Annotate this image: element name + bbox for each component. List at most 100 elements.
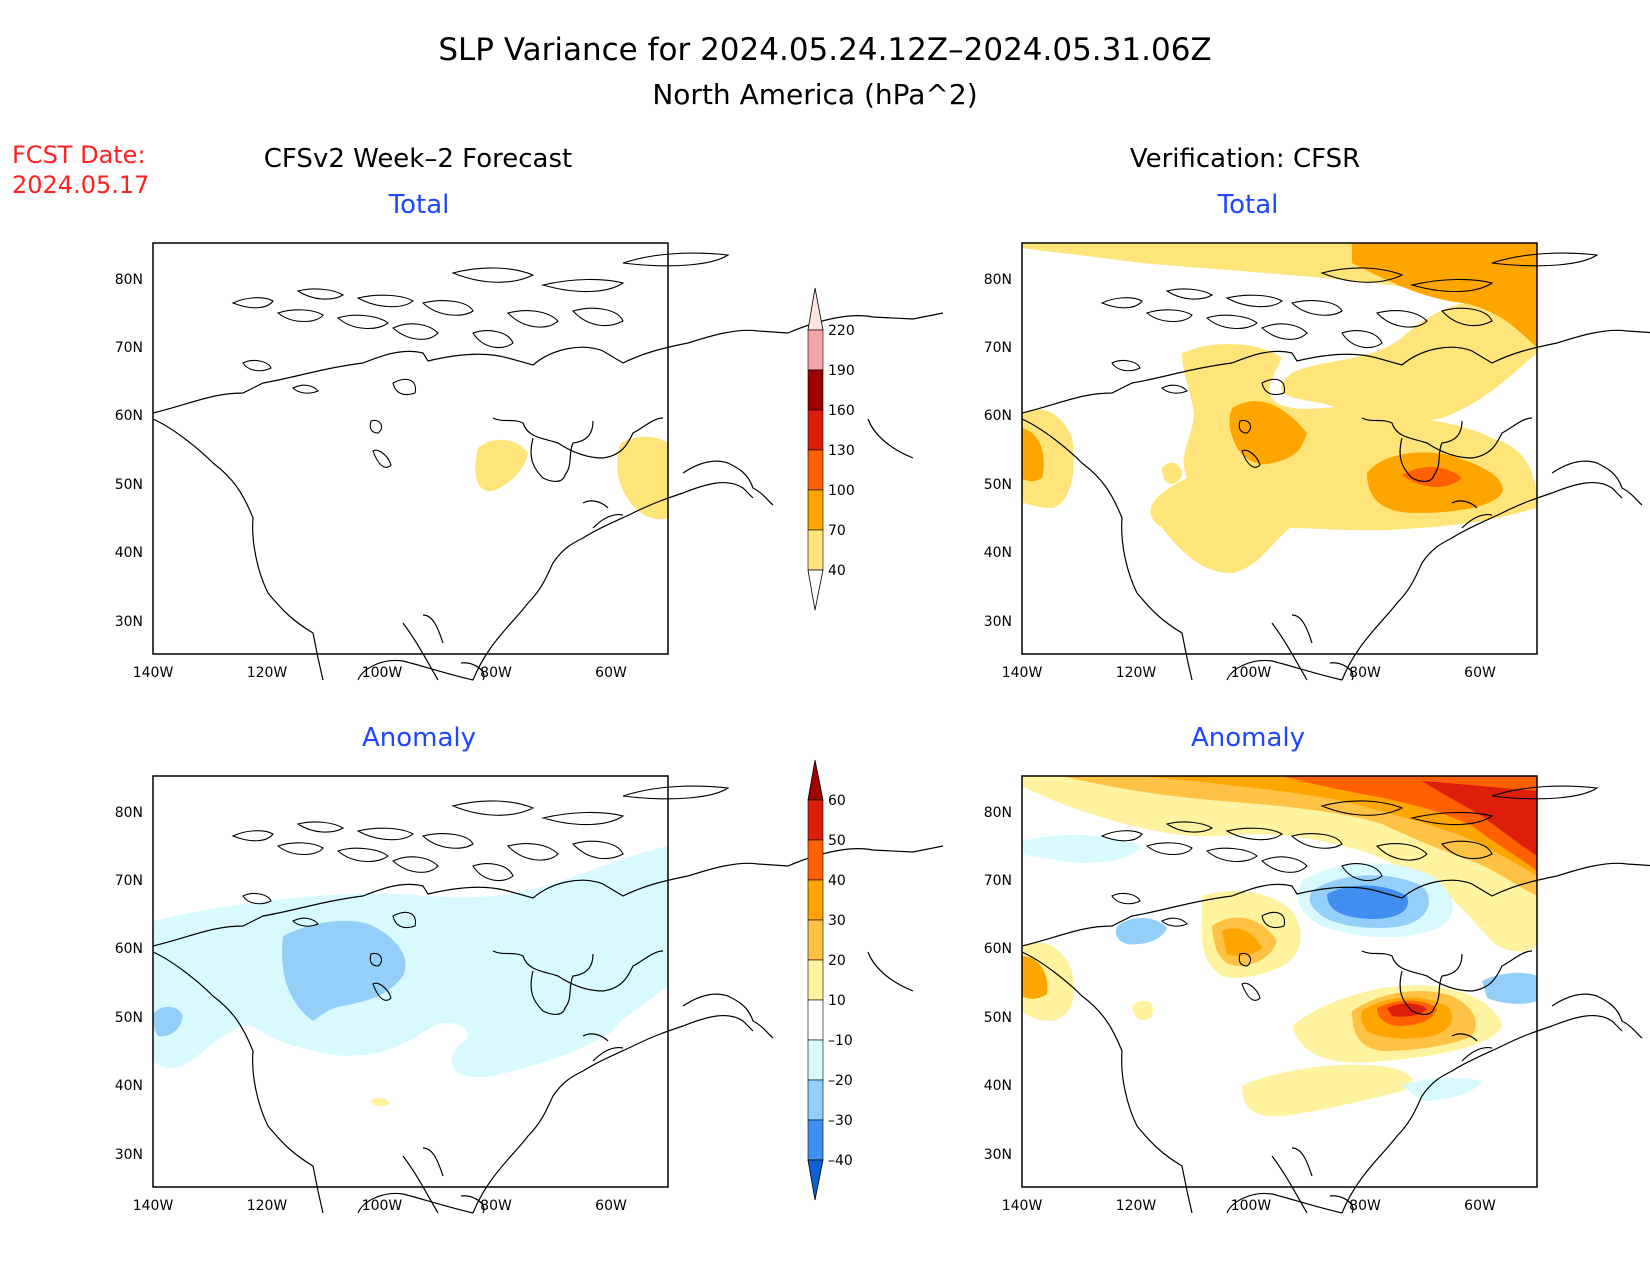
lat-label: 50N: [115, 1010, 143, 1026]
colorbar-total-segment: [807, 369, 824, 411]
shade-verification-anomaly-south-yellow: [1242, 1064, 1413, 1117]
shade-verification-total-mid-orange: [1229, 401, 1307, 465]
colorbar-total-label: 220: [828, 323, 855, 339]
colorbar-total-bottom-triangle: [807, 569, 824, 611]
colorbar-total-label: 40: [828, 563, 846, 579]
shade-verification-anomaly-wcan-sky: [1115, 917, 1167, 945]
lat-label: 30N: [115, 614, 143, 630]
shade-verification-total-west: [1022, 409, 1074, 508]
colorbar-total-label: 160: [828, 403, 855, 419]
lon-label: 60W: [595, 1198, 627, 1214]
colorbar-total-segment: [807, 409, 824, 451]
shade-forecast-total-east: [617, 437, 668, 520]
lat-label: 30N: [984, 1147, 1012, 1163]
lon-label: 80W: [480, 1198, 512, 1214]
panel-verification-anomaly: Anomaly: [984, 723, 1650, 1214]
lat-label: 30N: [115, 1147, 143, 1163]
lat-label: 80N: [115, 272, 143, 288]
colorbar-anomaly-segment: [807, 919, 824, 961]
shade-verification-anomaly-north-red: [1422, 781, 1537, 856]
lon-label: 80W: [1349, 1198, 1381, 1214]
shade-verification-anomaly-east-sky: [1482, 972, 1537, 1004]
panel-title-forecast-total: Total: [388, 190, 450, 220]
colorbar-total-segment: [807, 449, 824, 491]
colorbar-total-label: 100: [828, 483, 855, 499]
shade-verification-anomaly-mid-gold: [1222, 928, 1262, 956]
lat-label: 60N: [115, 941, 143, 957]
colorbar-anomaly-segment: [807, 1039, 824, 1081]
colorbar-total-label: 130: [828, 443, 855, 459]
panel-forecast-anomaly: Anomaly 80N 70N 60N 50N 40N 30N 140W 120…: [115, 723, 944, 1214]
frame-verification-anomaly: [1021, 775, 1538, 1188]
lat-label: 60N: [984, 941, 1012, 957]
frame-verification-total: [1021, 242, 1538, 655]
frame-forecast-total: [152, 242, 669, 655]
lon-label: 60W: [595, 665, 627, 681]
lon-label: 80W: [480, 665, 512, 681]
colorbar-anomaly-label: 50: [828, 833, 846, 849]
colorbar-anomaly-segment: [807, 879, 824, 921]
lat-label: 30N: [984, 614, 1012, 630]
shade-verification-total-east-core: [1402, 467, 1462, 488]
lon-label: 120W: [1116, 665, 1157, 681]
panel-title-forecast-anomaly: Anomaly: [362, 723, 476, 753]
colorbar-total-top-triangle: [807, 287, 824, 331]
colorbar-anomaly-label: –10: [828, 1033, 853, 1049]
lat-label: 40N: [984, 1078, 1012, 1094]
figure-subtitle: North America (hPa^2): [652, 78, 977, 111]
lat-axis-forecast-total: 80N 70N 60N 50N 40N 30N: [115, 272, 143, 630]
colorbar-anomaly: 60 50 40 30 20 10 –10 –20 –30 –40: [807, 759, 853, 1201]
lon-label: 60W: [1464, 665, 1496, 681]
colorbar-anomaly-segment: [807, 1119, 824, 1161]
shade-verification-total-central: [1150, 343, 1537, 573]
colorbar-anomaly-label: –20: [828, 1073, 853, 1089]
panel-forecast-total: Total 80N 70N 60N 50N 40N 30N 140W 120W …: [115, 190, 944, 681]
colorbar-anomaly-label: 40: [828, 873, 846, 889]
lon-label: 140W: [1002, 1198, 1043, 1214]
lon-label: 140W: [133, 1198, 174, 1214]
lon-axis-verification-total: 140W 120W 100W 80W 60W: [1002, 665, 1496, 681]
lat-label: 40N: [115, 545, 143, 561]
panel-verification-total: Total 80N 70N 60N 50N 40N 30N 140W 120W …: [984, 190, 1650, 681]
shade-forecast-anomaly-spot: [370, 1098, 390, 1107]
lon-label: 100W: [1231, 665, 1272, 681]
figure-title: SLP Variance for 2024.05.24.12Z–2024.05.…: [438, 32, 1211, 68]
shade-forecast-anomaly-light: [153, 846, 668, 1077]
lon-label: 140W: [133, 665, 174, 681]
lat-label: 70N: [115, 873, 143, 889]
shade-forecast-total-hudson: [475, 440, 528, 491]
lat-label: 60N: [115, 408, 143, 424]
lat-label: 50N: [115, 477, 143, 493]
lon-label: 120W: [247, 665, 288, 681]
lat-label: 70N: [115, 340, 143, 356]
colorbar-anomaly-label: 30: [828, 913, 846, 929]
fcst-label: FCST Date:: [12, 141, 146, 169]
lon-label: 80W: [1349, 665, 1381, 681]
lat-label: 40N: [115, 1078, 143, 1094]
lat-label: 80N: [115, 805, 143, 821]
colorbar-total: 220 190 160 130 100 70 40: [807, 287, 855, 611]
colorbar-anomaly-segment: [807, 799, 824, 841]
colorbar-anomaly-bottom-triangle: [807, 1159, 824, 1201]
colorbar-anomaly-segment: [807, 839, 824, 881]
lat-label: 80N: [984, 805, 1012, 821]
lon-label: 100W: [362, 1198, 403, 1214]
colorbar-total-label: 190: [828, 363, 855, 379]
colorbar-anomaly-label: 60: [828, 793, 846, 809]
fcst-date: 2024.05.17: [12, 171, 149, 199]
panel-title-verification-total: Total: [1217, 190, 1279, 220]
shade-verification-anomaly-south-cyan: [1402, 1077, 1482, 1101]
lon-label: 120W: [1116, 1198, 1157, 1214]
lat-label: 50N: [984, 1010, 1012, 1026]
frame-forecast-anomaly: [152, 775, 669, 1188]
lat-label: 60N: [984, 408, 1012, 424]
colorbar-anomaly-segment: [807, 959, 824, 1001]
lat-label: 40N: [984, 545, 1012, 561]
lat-axis-forecast-anomaly: 80N 70N 60N 50N 40N 30N: [115, 805, 143, 1163]
shade-verification-anomaly-coast-orange: [1022, 956, 1048, 999]
panel-title-verification-anomaly: Anomaly: [1191, 723, 1305, 753]
column-title-verification: Verification: CFSR: [1130, 144, 1360, 174]
shade-verification-total-west-orange: [1022, 428, 1044, 482]
lat-axis-verification-anomaly: 80N 70N 60N 50N 40N 30N: [984, 805, 1012, 1163]
